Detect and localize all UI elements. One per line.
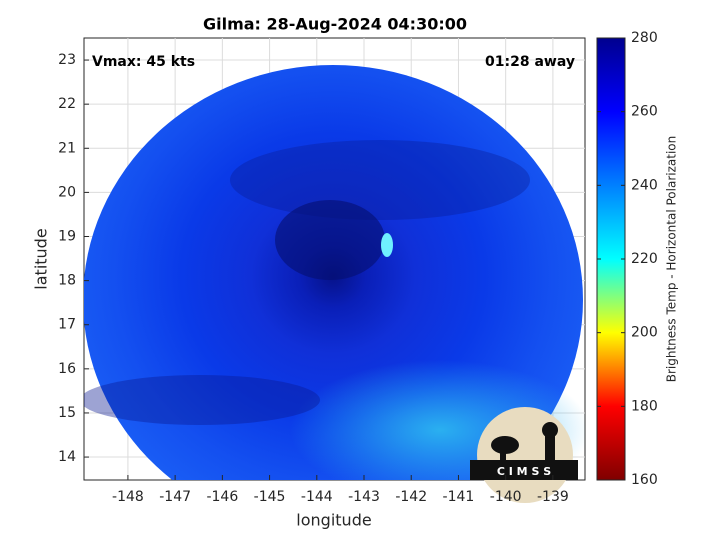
colorbar-tick-label: 180 [631, 398, 658, 414]
y-tick-label: 19 [58, 229, 76, 245]
vmax-annotation: Vmax: 45 kts [92, 54, 195, 70]
x-tick-label: -141 [443, 489, 475, 505]
y-tick-label: 15 [58, 405, 76, 421]
colorbar-tick-label: 200 [631, 325, 658, 341]
time-annotation: 01:28 away [485, 54, 575, 70]
x-tick-label: -139 [537, 489, 569, 505]
colorbar-tick-label: 220 [631, 251, 658, 267]
x-tick-label: -146 [206, 489, 238, 505]
cimss-logo: C I M S S [470, 407, 578, 503]
logo-text: C I M S S [497, 465, 551, 478]
colorbar-tick-label: 260 [631, 104, 658, 120]
colorbar-label: Brightness Temp - Horizontal Polarizatio… [665, 136, 679, 383]
chart-title: Gilma: 28-Aug-2024 04:30:00 [203, 15, 467, 34]
colorbar [596, 37, 626, 481]
y-tick-label: 16 [58, 361, 76, 377]
colorbar-tick-label: 240 [631, 177, 658, 193]
y-tick-label: 17 [58, 317, 76, 333]
colorbar-tick-label: 280 [631, 30, 658, 46]
x-tick-label: -147 [159, 489, 191, 505]
colorbar-tick-label: 160 [631, 472, 658, 488]
y-tick-label: 18 [58, 273, 76, 289]
satellite-image [84, 65, 585, 480]
x-tick-label: -144 [301, 489, 333, 505]
y-tick-label: 23 [58, 52, 76, 68]
x-axis-label: longitude [296, 511, 371, 530]
y-tick-label: 21 [58, 140, 76, 156]
x-tick-label: -140 [490, 489, 522, 505]
x-tick-label: -145 [254, 489, 286, 505]
y-axis-label: latitude [32, 228, 51, 289]
x-tick-label: -142 [395, 489, 427, 505]
y-tick-label: 22 [58, 96, 76, 112]
y-tick-label: 20 [58, 184, 76, 200]
x-tick-label: -148 [112, 489, 144, 505]
y-tick-label: 14 [58, 449, 76, 465]
x-tick-label: -143 [348, 489, 380, 505]
